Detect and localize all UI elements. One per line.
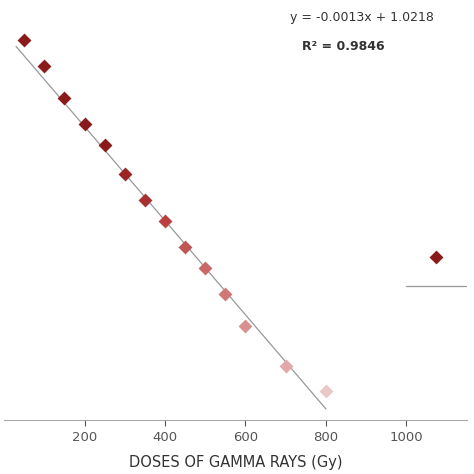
Point	[101, 142, 109, 149]
Point	[141, 196, 149, 203]
Point	[20, 36, 28, 44]
Point	[161, 218, 169, 225]
Point	[433, 254, 440, 261]
Point	[242, 322, 249, 330]
Text: y = -0.0013x + 1.0218: y = -0.0013x + 1.0218	[290, 11, 434, 24]
Point	[181, 243, 189, 250]
Point	[221, 290, 229, 298]
Point	[121, 171, 128, 178]
X-axis label: DOSES OF GAMMA RAYS (Gy): DOSES OF GAMMA RAYS (Gy)	[128, 455, 342, 470]
Point	[322, 388, 329, 395]
Point	[201, 264, 209, 272]
Point	[61, 94, 68, 102]
Point	[41, 62, 48, 70]
Text: R² = 0.9846: R² = 0.9846	[301, 40, 384, 54]
Point	[282, 362, 290, 370]
Point	[81, 120, 88, 128]
